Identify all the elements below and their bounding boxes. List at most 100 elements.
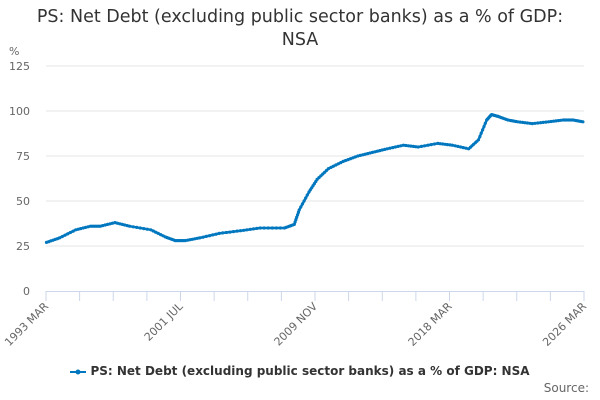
data-point[interactable] [438,142,442,146]
data-point[interactable] [556,119,561,123]
data-point[interactable] [479,131,483,135]
data-point[interactable] [378,149,382,153]
series-line[interactable] [45,113,585,244]
data-point[interactable] [404,143,408,148]
data-point[interactable] [329,165,333,169]
data-point[interactable] [101,224,105,228]
data-point[interactable] [138,226,142,230]
data-point[interactable] [190,237,194,241]
data-point[interactable] [388,146,392,150]
data-point[interactable] [518,120,522,124]
data-point[interactable] [478,134,482,139]
data-point[interactable] [464,146,468,150]
data-point[interactable] [523,121,527,125]
data-point[interactable] [461,146,465,150]
data-point[interactable] [118,222,122,226]
data-point[interactable] [258,226,262,230]
data-point[interactable] [544,120,548,124]
data-point[interactable] [356,154,360,158]
data-point[interactable] [214,232,218,236]
data-point[interactable] [71,229,75,233]
data-point[interactable] [326,167,331,171]
data-point[interactable] [242,228,246,232]
data-point[interactable] [351,156,355,160]
data-point[interactable] [79,227,83,231]
data-point[interactable] [294,218,298,222]
data-point[interactable] [305,193,309,197]
data-point[interactable] [429,143,433,147]
data-point[interactable] [559,118,563,122]
data-point[interactable] [156,231,160,235]
data-point[interactable] [151,229,155,233]
data-point[interactable] [108,222,112,226]
data-point[interactable] [353,155,357,159]
data-point[interactable] [135,225,139,229]
data-point[interactable] [183,239,187,243]
data-point[interactable] [453,144,457,148]
data-point[interactable] [211,233,215,237]
data-point[interactable] [113,221,117,225]
data-point[interactable] [60,235,64,239]
data-point[interactable] [482,125,486,129]
data-point[interactable] [456,144,460,148]
data-point[interactable] [262,226,266,230]
data-point[interactable] [159,233,163,237]
data-point[interactable] [74,228,78,232]
data-point[interactable] [385,147,389,151]
data-point[interactable] [416,145,420,149]
data-point[interactable] [441,142,445,146]
data-point[interactable] [274,226,278,230]
data-point[interactable] [278,226,282,230]
data-point[interactable] [380,148,384,152]
data-point[interactable] [525,121,530,125]
data-point[interactable] [161,234,165,238]
data-point[interactable] [533,121,537,125]
data-point[interactable] [296,213,300,217]
data-point[interactable] [300,202,304,206]
data-point[interactable] [448,143,452,147]
data-point[interactable] [528,121,532,125]
data-point[interactable] [393,145,397,149]
data-point[interactable] [346,158,350,162]
data-point[interactable] [549,119,553,124]
data-point[interactable] [538,121,543,125]
data-point[interactable] [375,149,379,153]
data-point[interactable] [581,120,585,124]
data-point[interactable] [370,150,375,154]
data-point[interactable] [248,227,252,231]
data-point[interactable] [406,144,410,148]
data-point[interactable] [297,208,301,212]
data-point[interactable] [391,146,395,150]
data-point[interactable] [123,223,127,227]
data-point[interactable] [530,122,534,126]
data-point[interactable] [483,121,487,125]
data-point[interactable] [106,222,110,226]
data-point[interactable] [348,157,353,161]
data-point[interactable] [57,236,62,240]
data-point[interactable] [193,237,197,241]
data-point[interactable] [231,230,235,234]
data-point[interactable] [358,153,362,157]
data-point[interactable] [436,141,440,145]
data-point[interactable] [516,120,520,124]
data-point[interactable] [120,222,124,226]
data-point[interactable] [154,230,158,234]
data-point[interactable] [445,143,450,147]
legend[interactable]: PS: Net Debt (excluding public sector ba… [0,364,600,378]
data-point[interactable] [419,144,424,148]
data-point[interactable] [481,128,485,132]
data-point[interactable] [334,163,338,167]
data-point[interactable] [128,224,132,228]
data-point[interactable] [221,231,225,235]
data-point[interactable] [149,228,153,232]
data-point[interactable] [142,227,146,231]
data-point[interactable] [401,143,406,147]
data-point[interactable] [409,144,413,148]
data-point[interactable] [551,119,556,123]
data-point[interactable] [373,150,377,154]
data-point[interactable] [270,226,274,230]
data-point[interactable] [251,227,256,231]
data-point[interactable] [198,236,202,240]
data-point[interactable] [84,225,88,229]
data-point[interactable] [339,161,343,165]
